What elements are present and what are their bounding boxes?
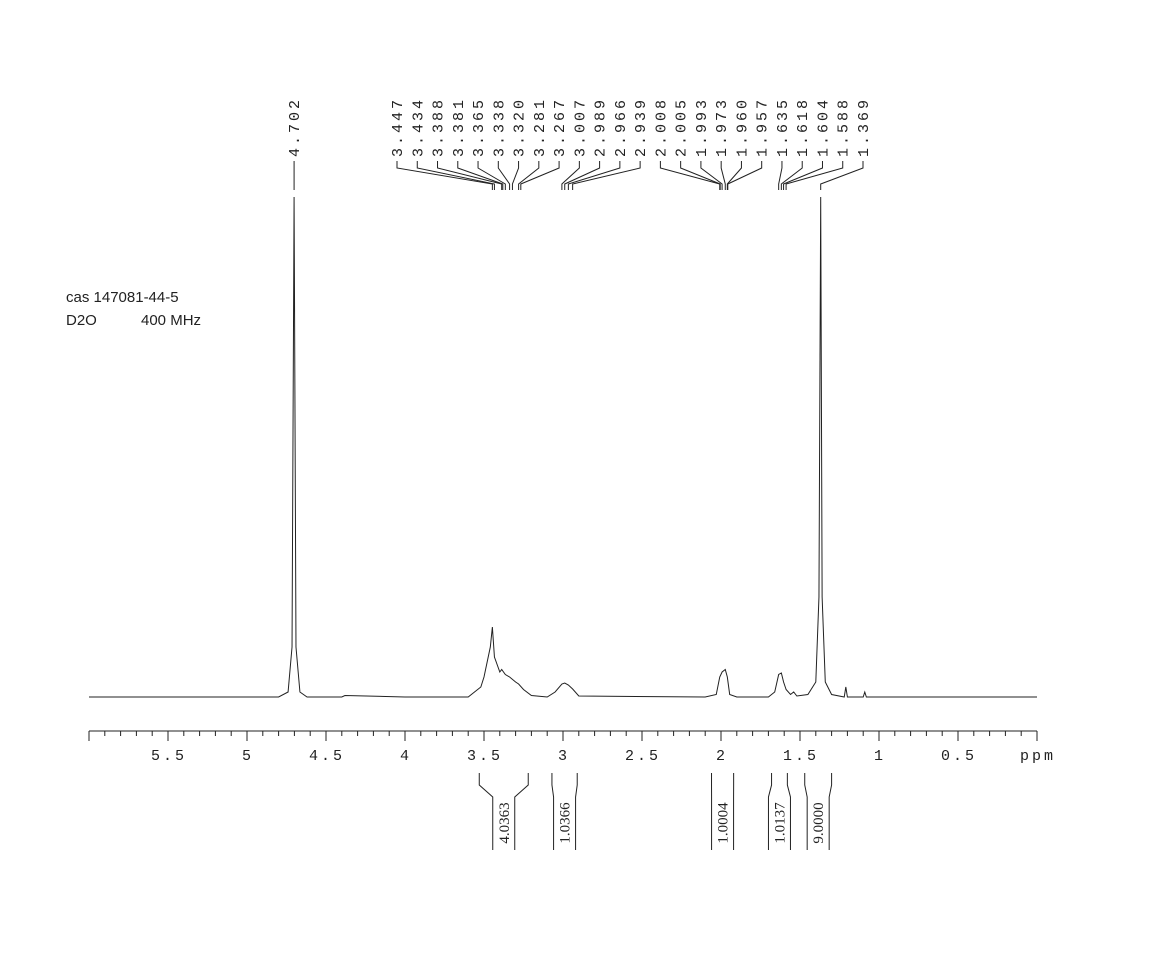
integral-bracket	[767, 773, 791, 850]
peak-leader	[783, 161, 823, 190]
peak-leader	[780, 161, 803, 190]
peak-label: 2.939	[633, 97, 650, 157]
peak-label: 3.267	[552, 97, 569, 157]
peak-label: 3.365	[471, 97, 488, 157]
x-tick-label: 4	[400, 748, 412, 765]
peak-leader	[511, 161, 520, 190]
integral-label: 4.0363	[497, 802, 513, 843]
peak-label: 3.434	[410, 97, 427, 157]
peak-label: 3.388	[431, 97, 448, 157]
peak-leader	[396, 161, 493, 190]
peak-label: 2.989	[593, 97, 610, 157]
x-tick-label: 5.5	[151, 748, 187, 765]
integral-label: 1.0366	[558, 802, 574, 844]
peak-leader	[416, 161, 495, 190]
integral-bracket	[711, 773, 735, 850]
peak-label: 1.960	[734, 97, 751, 157]
peak-leader	[457, 161, 504, 190]
x-tick-label: 3.5	[467, 748, 503, 765]
integral-label: 1.0004	[716, 802, 732, 844]
peak-label: 2.005	[674, 97, 691, 157]
frequency: 400 MHz	[141, 312, 201, 329]
peak-leader	[564, 161, 601, 190]
peak-label: 3.007	[572, 97, 589, 157]
integral-bracket	[804, 773, 833, 850]
peak-label: 3.447	[390, 97, 407, 157]
peak-leader	[477, 161, 506, 190]
peak-leader	[520, 161, 560, 190]
peak-label: 1.993	[694, 97, 711, 157]
integral-label: 1.0137	[772, 802, 788, 844]
peak-label: 2.008	[653, 97, 670, 157]
peak-label: 1.635	[775, 97, 792, 157]
peak-label: 3.320	[512, 97, 529, 157]
peak-label: 1.588	[836, 97, 853, 157]
x-tick-label: 2	[716, 748, 728, 765]
x-tick-label: ppm	[1020, 748, 1056, 765]
peak-leader	[785, 161, 844, 190]
peak-leader	[572, 161, 641, 190]
x-tick-label: 1.5	[783, 748, 819, 765]
x-tick-label: 5	[242, 748, 254, 765]
peak-label: 1.618	[795, 97, 812, 157]
peak-leader	[437, 161, 503, 190]
peak-label: 1.369	[856, 97, 873, 157]
peak-leader	[720, 161, 726, 190]
integral-bracket	[551, 773, 578, 850]
peak-label: 2.966	[613, 97, 630, 157]
peak-label: 1.973	[714, 97, 731, 157]
spectrum-line	[89, 196, 1037, 698]
peak-label: 3.281	[532, 97, 549, 157]
peak-leader	[727, 161, 763, 190]
peak-label: 4.702	[287, 97, 304, 157]
peak-label: 3.338	[491, 97, 508, 157]
peak-leader	[680, 161, 721, 190]
peak-leader	[518, 161, 540, 190]
integral-bracket	[478, 773, 529, 850]
solvent: D2O	[66, 312, 97, 329]
integral-label: 9.0000	[811, 802, 827, 843]
x-tick-label: 1	[874, 748, 886, 765]
peak-label: 1.957	[755, 97, 772, 157]
peak-leader	[820, 161, 864, 190]
peak-leader	[567, 161, 621, 190]
x-tick-label: 2.5	[625, 748, 661, 765]
peak-leader	[497, 161, 511, 190]
peak-label: 3.381	[451, 97, 468, 157]
sample-id: cas 147081-44-5	[66, 289, 179, 306]
x-tick-label: 0.5	[941, 748, 977, 765]
peak-label: 1.604	[815, 97, 832, 157]
x-tick-label: 3	[558, 748, 570, 765]
peak-leader	[778, 161, 783, 190]
peak-leader	[700, 161, 723, 190]
x-tick-label: 4.5	[309, 748, 345, 765]
peak-leader	[561, 161, 580, 190]
